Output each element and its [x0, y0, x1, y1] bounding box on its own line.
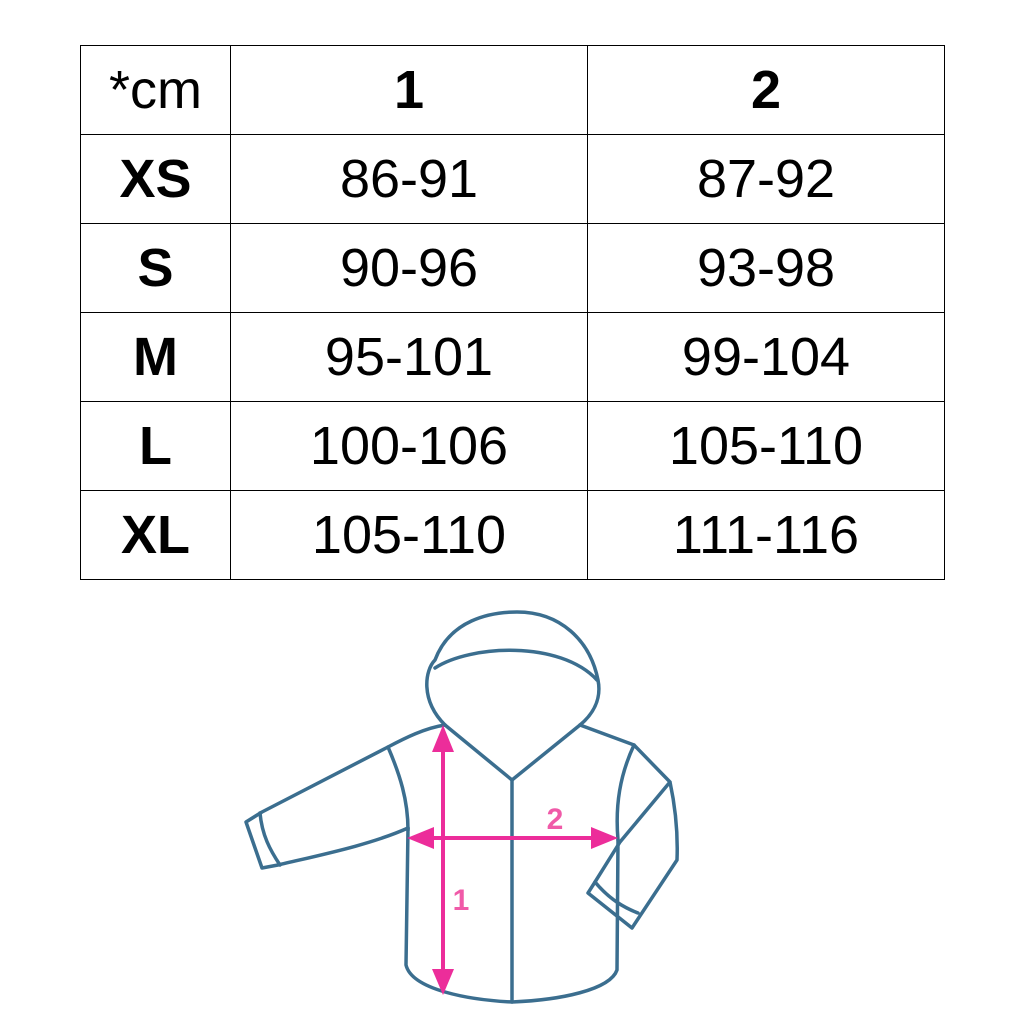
measurement-arrows: [407, 725, 618, 995]
hood-outline: [425, 610, 601, 727]
measurement-2-value: 111-116: [587, 490, 945, 580]
measurement-1-value: 105-110: [230, 490, 588, 580]
measurement-1-header: 1: [230, 45, 588, 135]
hood-brim: [433, 648, 599, 682]
size-chart-table: *cm 1 2 XS 86-91 87-92 S 90-96 93-98 M 9…: [80, 45, 945, 580]
measurement-2-value: 87-92: [587, 134, 945, 224]
measurement-1-value: 90-96: [230, 223, 588, 313]
left-sleeve-seam: [386, 745, 410, 832]
width-arrow-head-left: [407, 827, 434, 849]
size-label: L: [80, 401, 231, 491]
table-row: S 90-96 93-98: [80, 223, 945, 313]
table-row: XL 105-110 111-116: [80, 490, 945, 580]
length-arrow-head-bottom: [432, 969, 454, 995]
measurement-1-value: 95-101: [230, 312, 588, 402]
unit-header: *cm: [80, 45, 231, 135]
right-shoulder: [578, 723, 679, 930]
size-label: XL: [80, 490, 231, 580]
measurement-2-header: 2: [587, 45, 945, 135]
measurement-2-value: 105-110: [587, 401, 945, 491]
body-outline: [404, 826, 620, 1004]
length-arrow-head-top: [432, 725, 454, 752]
measurement-2-value: 99-104: [587, 312, 945, 402]
table-row: L 100-106 105-110: [80, 401, 945, 491]
left-sleeve: [244, 723, 447, 870]
table-row: M 95-101 99-104: [80, 312, 945, 402]
length-label: 1: [453, 884, 470, 917]
measurement-1-value: 100-106: [230, 401, 588, 491]
right-sleeve-seam: [615, 743, 636, 842]
right-cuff-line: [593, 880, 640, 915]
width-arrow-head-right: [591, 827, 618, 849]
width-label: 2: [547, 803, 564, 836]
size-label: M: [80, 312, 231, 402]
measurement-2-value: 93-98: [587, 223, 945, 313]
left-cuff-line: [258, 811, 282, 867]
v-neck: [443, 723, 582, 782]
table-header-row: *cm 1 2: [80, 45, 945, 135]
jacket-outline: [244, 610, 679, 1004]
